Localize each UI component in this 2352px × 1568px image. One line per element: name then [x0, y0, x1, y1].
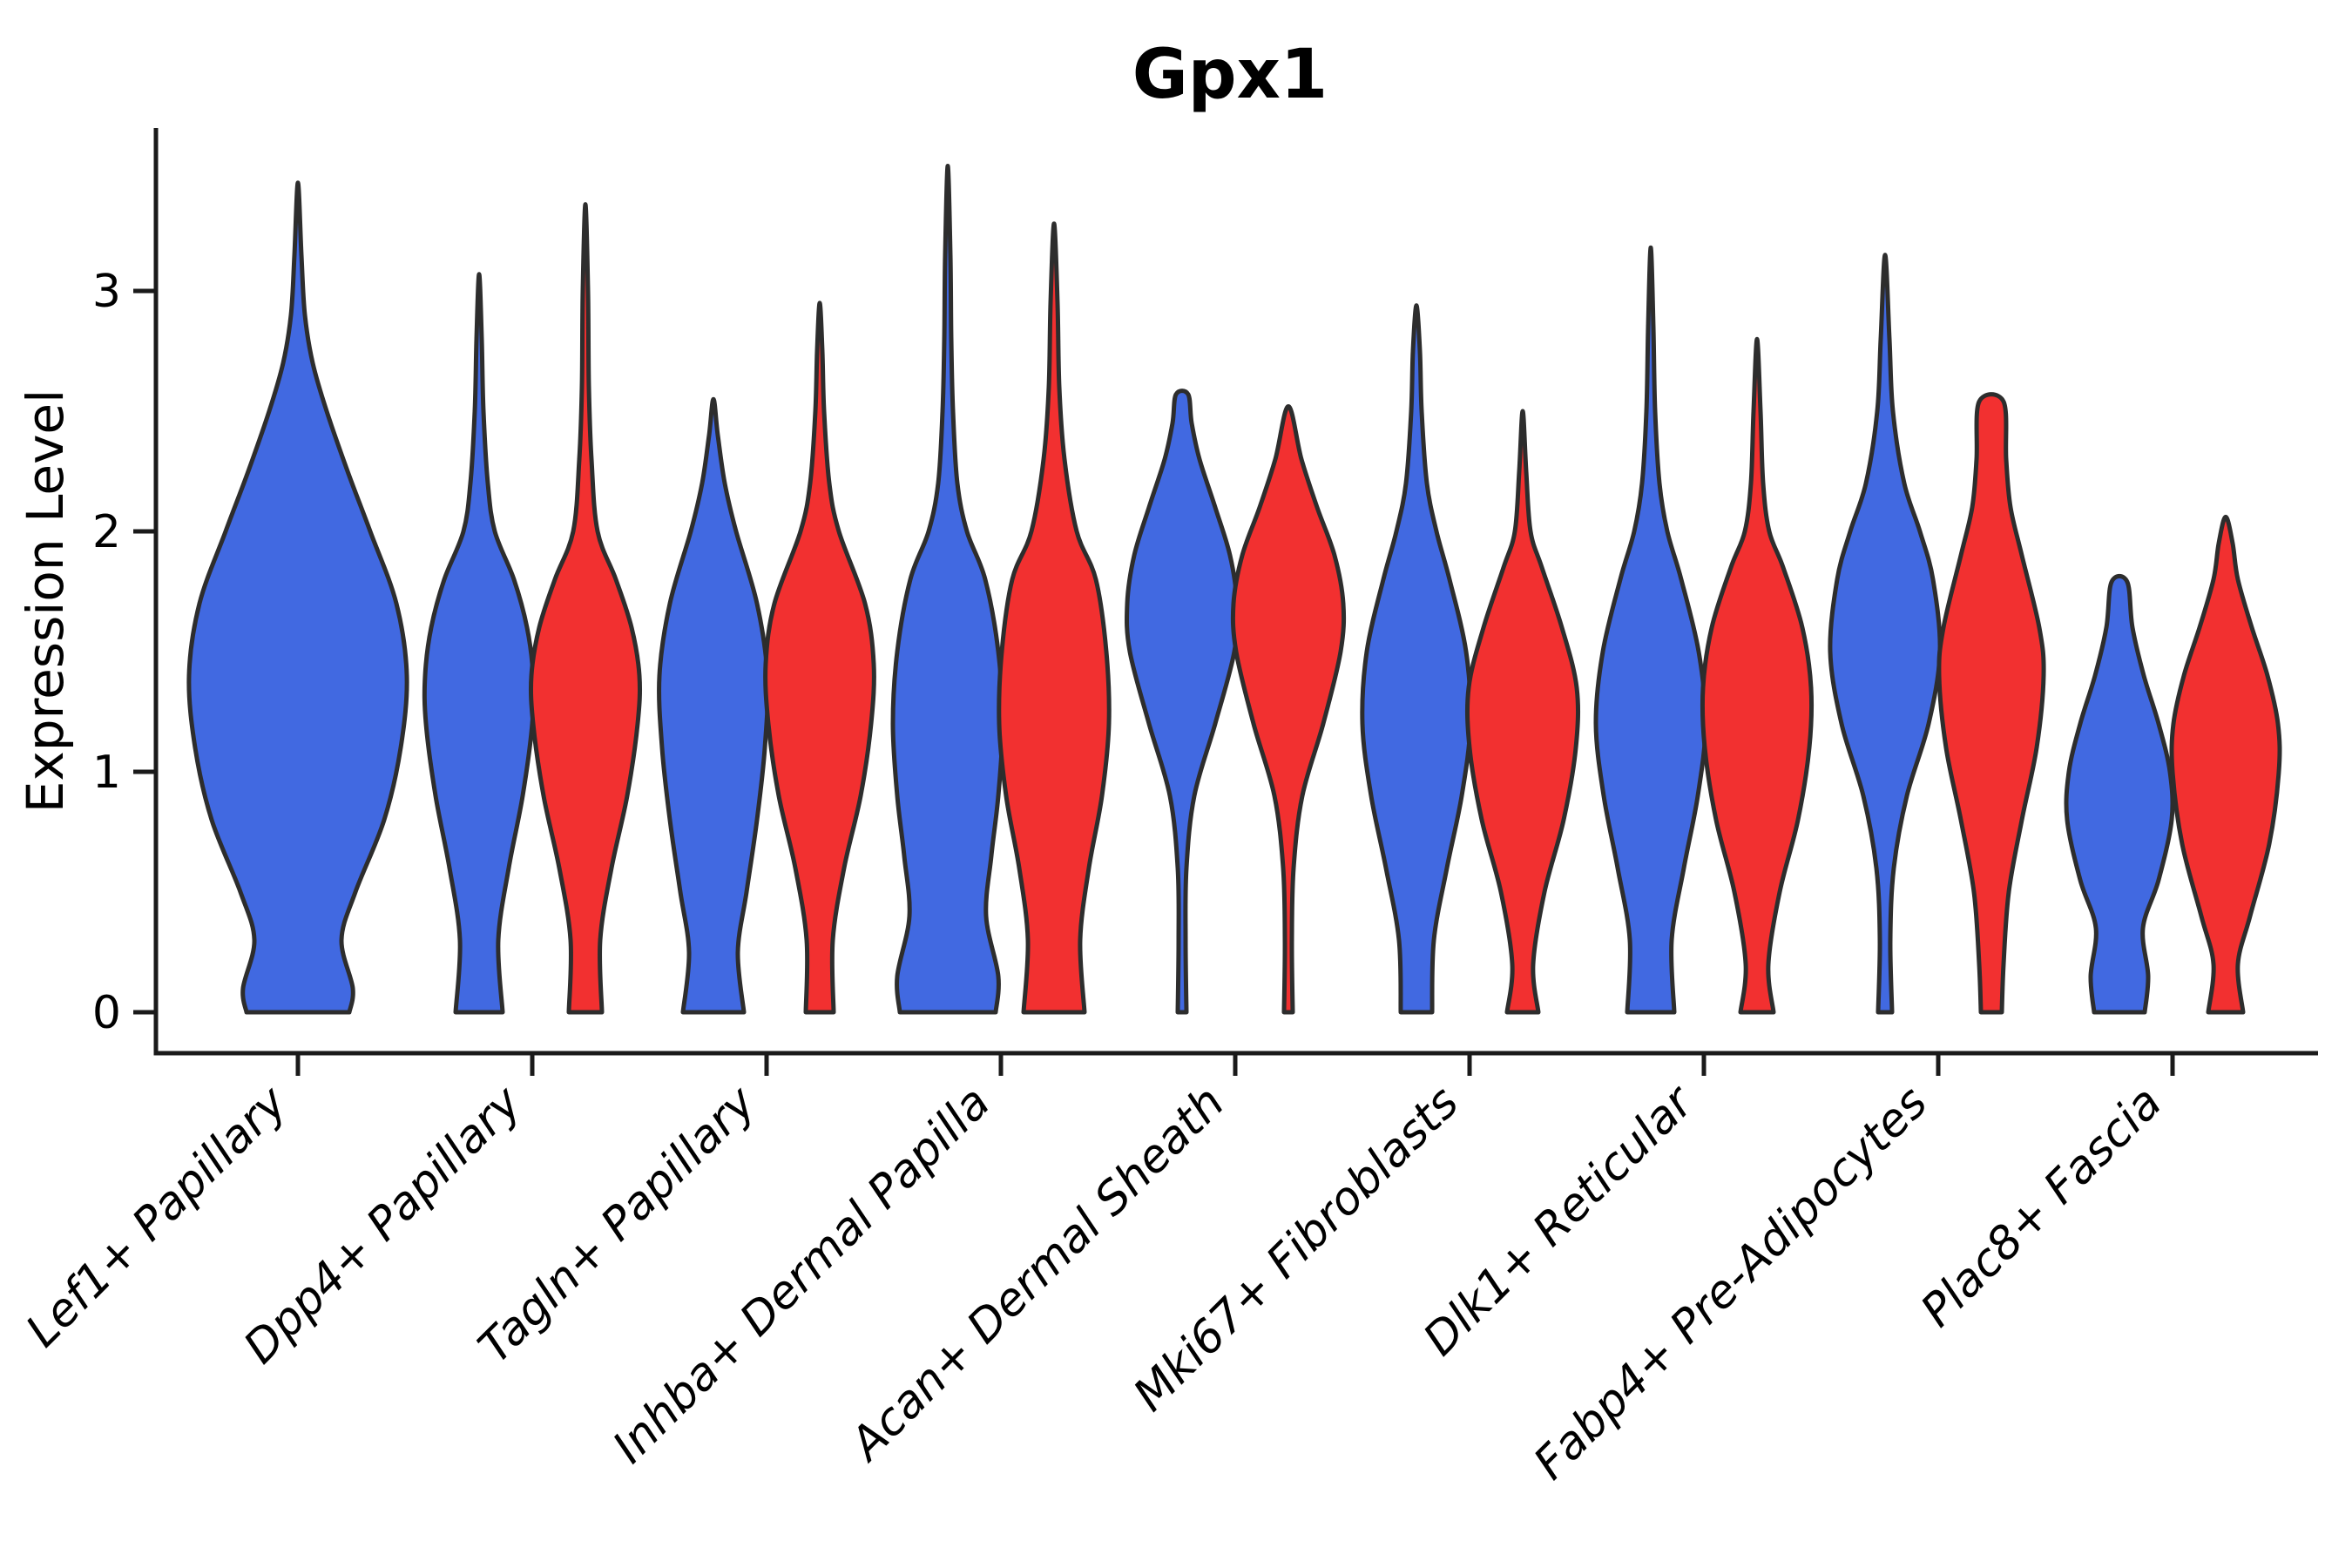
violin-6-red [1700, 336, 1815, 1015]
violin-7-blue [1828, 253, 1943, 1015]
violin-4-blue [1124, 389, 1240, 1015]
violin-1-red [528, 202, 643, 1015]
y-axis-title: Expression Level [16, 389, 75, 813]
violin-3-red [997, 221, 1112, 1015]
y-tick-label: 1 [92, 747, 121, 799]
violin-6-blue [1593, 245, 1708, 1015]
chart-title: Gpx1 [1132, 36, 1328, 114]
y-tick-label: 2 [92, 506, 121, 558]
y-tick-label: 3 [92, 266, 121, 318]
violin-8-red [2169, 514, 2282, 1015]
violin-0-blue [186, 180, 409, 1015]
violin-2-red [763, 301, 876, 1015]
x-tick-label: Plac8+ Fascia [1911, 1077, 2172, 1337]
violin-5-blue [1360, 303, 1473, 1015]
violin-1-blue [422, 272, 537, 1015]
violin-7-red [1936, 392, 2046, 1015]
violin-8-blue [2064, 573, 2175, 1015]
y-tick-label: 0 [92, 987, 121, 1039]
violin-3-blue [890, 164, 1005, 1015]
violin-2-blue [657, 396, 770, 1015]
violin-4-red [1230, 404, 1347, 1015]
x-tick-label: Fabp4+ Pre-Adipocytes [1524, 1077, 1938, 1490]
x-tick-label: Inhba+ Dermal Papilla [603, 1077, 1000, 1474]
x-tick-label: Acan+ Dermal Sheath [839, 1077, 1234, 1472]
violin-5-red [1464, 409, 1581, 1015]
